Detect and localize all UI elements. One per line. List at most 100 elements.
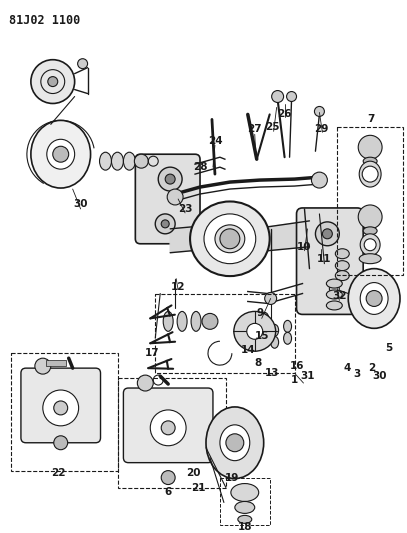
FancyBboxPatch shape xyxy=(136,154,200,244)
Circle shape xyxy=(358,135,382,159)
Text: 15: 15 xyxy=(254,332,269,341)
Text: 8: 8 xyxy=(254,358,261,368)
Circle shape xyxy=(247,324,263,340)
Ellipse shape xyxy=(326,279,342,288)
Ellipse shape xyxy=(284,320,291,332)
Circle shape xyxy=(220,229,240,249)
Text: 1: 1 xyxy=(291,375,298,385)
Text: 14: 14 xyxy=(241,345,255,355)
Ellipse shape xyxy=(359,254,381,264)
Ellipse shape xyxy=(112,152,123,170)
Circle shape xyxy=(362,166,378,182)
Text: 81J02 1100: 81J02 1100 xyxy=(9,14,80,27)
Ellipse shape xyxy=(235,502,255,513)
Bar xyxy=(337,127,403,274)
Text: 12: 12 xyxy=(171,281,185,292)
Text: 30: 30 xyxy=(73,199,88,209)
Text: 29: 29 xyxy=(314,124,328,134)
Text: 2: 2 xyxy=(368,363,376,373)
Ellipse shape xyxy=(191,311,201,332)
Circle shape xyxy=(202,313,218,329)
Ellipse shape xyxy=(215,225,245,253)
Circle shape xyxy=(358,205,382,229)
Ellipse shape xyxy=(123,152,136,170)
Text: 16: 16 xyxy=(290,361,305,371)
Text: 27: 27 xyxy=(247,124,262,134)
Circle shape xyxy=(78,59,88,69)
Ellipse shape xyxy=(363,157,377,165)
Text: 6: 6 xyxy=(164,487,172,497)
Ellipse shape xyxy=(206,407,264,479)
Ellipse shape xyxy=(335,261,349,271)
Text: 32: 32 xyxy=(332,292,347,302)
Ellipse shape xyxy=(271,336,279,348)
Ellipse shape xyxy=(359,161,381,187)
Bar xyxy=(11,353,118,471)
Ellipse shape xyxy=(234,311,276,351)
Ellipse shape xyxy=(163,311,173,332)
Ellipse shape xyxy=(363,227,377,235)
Text: 28: 28 xyxy=(193,162,207,172)
Text: 22: 22 xyxy=(51,467,66,478)
Text: 19: 19 xyxy=(225,473,239,482)
Circle shape xyxy=(315,107,324,116)
Text: 25: 25 xyxy=(265,123,280,132)
Text: 23: 23 xyxy=(178,204,193,214)
Circle shape xyxy=(161,421,175,435)
Bar xyxy=(220,478,270,526)
Circle shape xyxy=(155,214,175,234)
Ellipse shape xyxy=(360,282,388,314)
Ellipse shape xyxy=(254,336,262,348)
Ellipse shape xyxy=(284,332,291,344)
Text: 5: 5 xyxy=(385,343,393,353)
Text: 31: 31 xyxy=(300,371,315,381)
Bar xyxy=(155,294,295,373)
Text: 10: 10 xyxy=(297,242,312,252)
Circle shape xyxy=(137,375,153,391)
Polygon shape xyxy=(170,227,192,253)
Circle shape xyxy=(31,60,74,103)
Text: 3: 3 xyxy=(354,369,361,379)
Circle shape xyxy=(53,146,69,162)
Circle shape xyxy=(48,77,58,86)
Circle shape xyxy=(161,220,169,228)
Circle shape xyxy=(322,229,333,239)
Ellipse shape xyxy=(261,312,269,325)
Ellipse shape xyxy=(190,201,270,276)
FancyBboxPatch shape xyxy=(123,388,213,463)
Text: 20: 20 xyxy=(186,467,200,478)
Ellipse shape xyxy=(360,234,380,256)
Ellipse shape xyxy=(47,139,74,169)
Ellipse shape xyxy=(204,214,256,264)
Text: 9: 9 xyxy=(256,309,263,318)
Text: 26: 26 xyxy=(277,109,292,119)
Circle shape xyxy=(315,222,339,246)
Ellipse shape xyxy=(348,269,400,328)
Ellipse shape xyxy=(100,152,112,170)
Circle shape xyxy=(165,174,175,184)
FancyBboxPatch shape xyxy=(297,208,363,314)
Text: 21: 21 xyxy=(191,482,205,492)
Text: 18: 18 xyxy=(238,522,252,532)
Ellipse shape xyxy=(335,249,349,259)
Circle shape xyxy=(150,410,186,446)
Circle shape xyxy=(167,189,183,205)
FancyBboxPatch shape xyxy=(21,368,101,443)
Circle shape xyxy=(226,434,244,451)
Ellipse shape xyxy=(238,515,252,523)
Ellipse shape xyxy=(177,311,187,332)
Text: 11: 11 xyxy=(317,254,332,264)
Circle shape xyxy=(366,290,382,306)
Circle shape xyxy=(287,92,297,101)
Text: 17: 17 xyxy=(145,348,160,358)
Ellipse shape xyxy=(231,483,259,502)
Bar xyxy=(46,360,66,366)
Text: 4: 4 xyxy=(344,363,351,373)
Circle shape xyxy=(271,91,284,102)
Ellipse shape xyxy=(326,290,342,299)
Circle shape xyxy=(54,436,68,450)
Text: 24: 24 xyxy=(208,136,222,146)
Ellipse shape xyxy=(335,271,349,280)
Circle shape xyxy=(35,358,51,374)
Text: 13: 13 xyxy=(265,368,279,378)
